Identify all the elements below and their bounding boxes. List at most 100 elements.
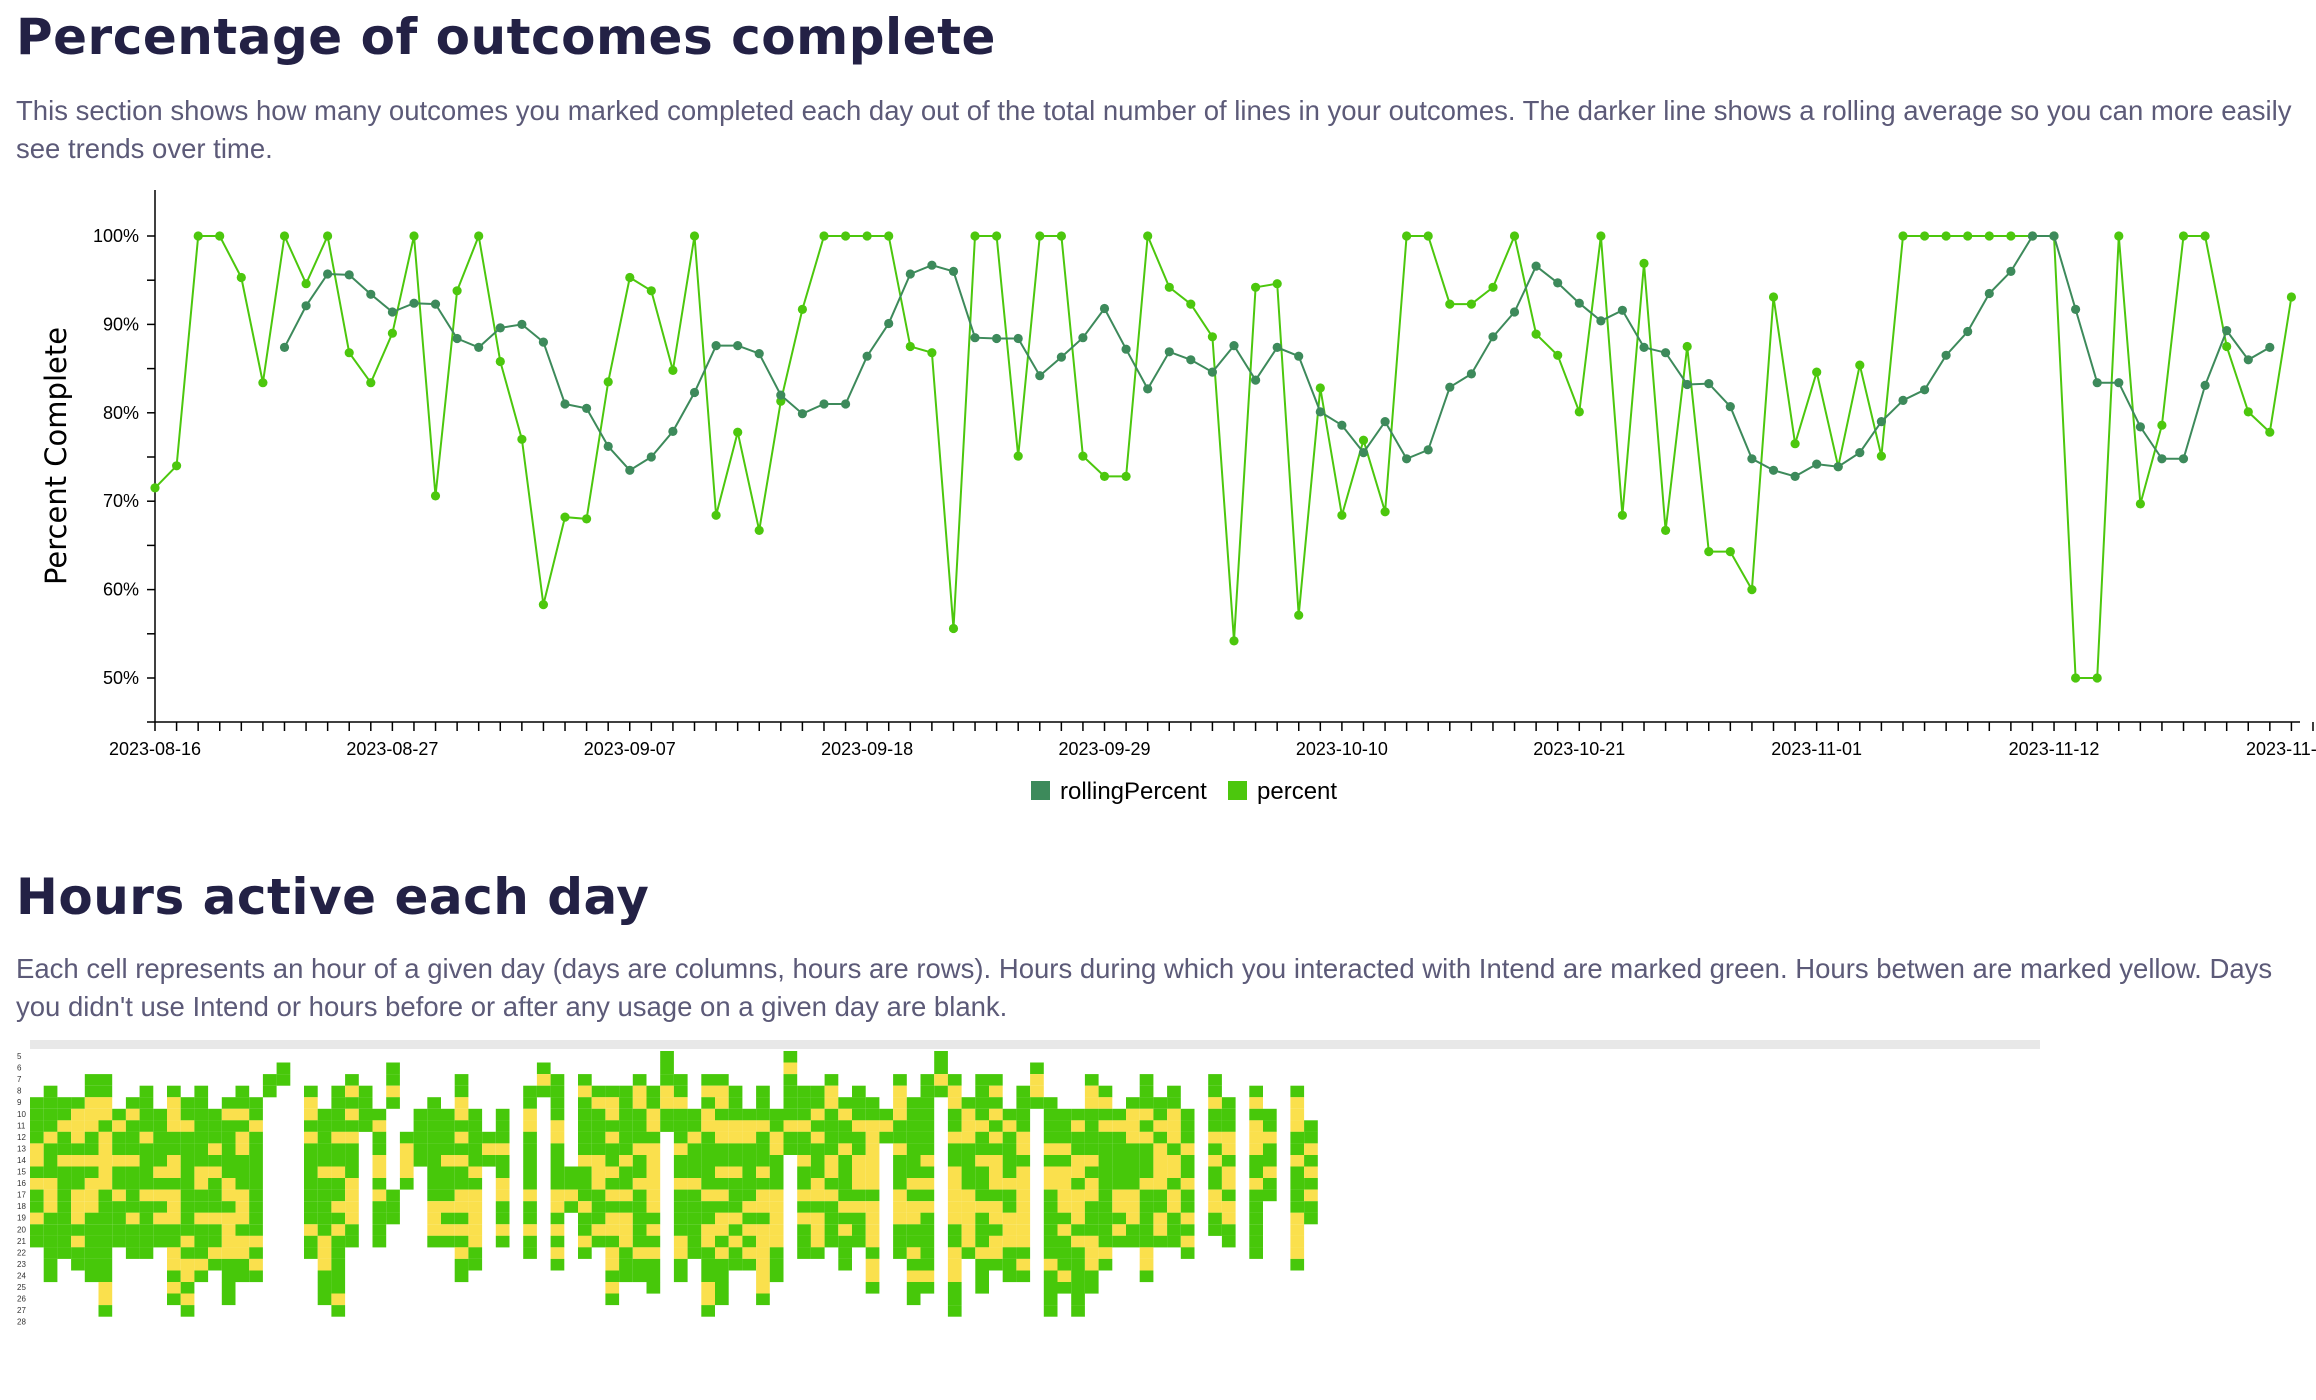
active-hour-cell: [578, 1120, 592, 1132]
active-hour-cell: [71, 1224, 85, 1236]
active-hour-cell: [961, 1166, 976, 1179]
active-hour-cell: [112, 1131, 126, 1144]
active-hour-cell: [276, 1062, 291, 1075]
between-hour-cell: [167, 1212, 181, 1225]
active-hour-cell: [783, 1085, 798, 1098]
active-hour-cell: [167, 1270, 181, 1283]
between-hour-cell: [71, 1212, 85, 1225]
active-hour-cell: [523, 1097, 537, 1109]
active-hour-cell: [1057, 1258, 1072, 1271]
rolling-percent-series-point: [1164, 347, 1174, 357]
between-hour-cell: [1221, 1166, 1236, 1179]
percent-series-point: [1488, 282, 1498, 292]
between-hour-cell: [865, 1201, 880, 1213]
between-hour-cell: [632, 1085, 647, 1098]
between-hour-cell: [71, 1201, 85, 1213]
active-hour-cell: [742, 1258, 757, 1271]
active-hour-cell: [523, 1212, 537, 1225]
active-hour-cell: [43, 1258, 58, 1271]
active-hour-cell: [139, 1155, 154, 1167]
active-hour-cell: [304, 1212, 318, 1225]
active-hour-cell: [194, 1155, 209, 1167]
percent-series-point: [1574, 407, 1584, 417]
between-hour-cell: [1043, 1143, 1058, 1155]
active-hour-cell: [1139, 1120, 1154, 1132]
active-hour-cell: [852, 1131, 866, 1144]
active-hour-cell: [1249, 1166, 1263, 1179]
percent-series-point: [797, 304, 808, 314]
between-hour-cell: [304, 1097, 318, 1109]
active-hour-cell: [30, 1120, 44, 1132]
active-hour-cell: [1208, 1085, 1222, 1098]
between-hour-cell: [427, 1224, 441, 1236]
percent-series-point: [819, 231, 829, 241]
between-hour-cell: [893, 1143, 907, 1155]
active-hour-cell: [468, 1120, 483, 1132]
active-hour-cell: [57, 1143, 72, 1155]
active-hour-cell: [43, 1120, 58, 1132]
between-hour-cell: [112, 1155, 126, 1167]
active-hour-cell: [646, 1235, 661, 1248]
active-hour-cell: [1030, 1097, 1044, 1109]
between-hour-cell: [715, 1224, 729, 1236]
active-hour-cell: [1098, 1166, 1113, 1179]
active-hour-cell: [84, 1224, 99, 1236]
between-hour-cell: [1249, 1120, 1263, 1132]
active-hour-cell: [578, 1166, 592, 1179]
between-hour-cell: [756, 1235, 770, 1248]
active-hour-cell: [1208, 1166, 1222, 1179]
active-hour-cell: [756, 1131, 770, 1144]
hours-section-description: Each cell represents an hour of a given …: [16, 953, 2273, 1022]
between-hour-cell: [564, 1189, 578, 1202]
between-hour-cell: [235, 1201, 250, 1213]
active-hour-cell: [605, 1155, 620, 1167]
active-hour-cell: [906, 1131, 921, 1144]
active-hour-cell: [57, 1178, 72, 1190]
active-hour-cell: [756, 1097, 770, 1109]
percent-series-point: [1121, 471, 1131, 481]
active-hour-cell: [947, 1143, 962, 1155]
rolling-percent-series-point: [1380, 417, 1390, 427]
active-hour-cell: [331, 1189, 346, 1202]
between-hour-cell: [660, 1097, 674, 1109]
rolling-percent-series-point: [1229, 341, 1239, 351]
active-hour-cell: [879, 1131, 894, 1144]
between-hour-cell: [810, 1131, 825, 1144]
active-hour-cell: [317, 1120, 332, 1132]
active-hour-cell: [139, 1166, 154, 1179]
active-hour-cell: [43, 1270, 58, 1283]
active-hour-cell: [125, 1097, 140, 1109]
active-hour-cell: [1263, 1178, 1277, 1190]
between-hour-cell: [1002, 1224, 1017, 1236]
percent-series-point: [1207, 332, 1217, 342]
active-hour-cell: [30, 1166, 44, 1179]
percent-series-point: [1725, 547, 1735, 557]
active-hour-cell: [331, 1120, 346, 1132]
hour-label: 20: [17, 1225, 26, 1234]
active-hour-cell: [536, 1085, 551, 1098]
between-hour-cell: [961, 1108, 976, 1121]
active-hour-cell: [852, 1189, 866, 1202]
active-hour-cell: [701, 1131, 715, 1144]
active-hour-cell: [619, 1108, 633, 1121]
percent-series-point: [927, 348, 937, 358]
active-hour-cell: [646, 1097, 661, 1109]
between-hour-cell: [701, 1224, 715, 1236]
active-hour-cell: [194, 1201, 209, 1213]
active-hour-cell: [906, 1258, 921, 1271]
between-hour-cell: [673, 1235, 688, 1248]
between-hour-cell: [1002, 1120, 1017, 1132]
active-hour-cell: [660, 1051, 674, 1063]
between-hour-cell: [98, 1282, 113, 1294]
active-hour-cell: [345, 1166, 359, 1179]
rolling-percent-series-point: [1639, 342, 1649, 352]
between-hour-cell: [1180, 1178, 1195, 1190]
active-hour-cell: [98, 1270, 113, 1283]
between-hour-cell: [386, 1085, 400, 1098]
between-hour-cell: [167, 1120, 181, 1132]
between-hour-cell: [1057, 1189, 1072, 1202]
active-hour-cell: [1002, 1270, 1017, 1283]
between-hour-cell: [57, 1155, 72, 1167]
active-hour-cell: [98, 1247, 113, 1259]
percent-series-point: [2114, 231, 2124, 241]
